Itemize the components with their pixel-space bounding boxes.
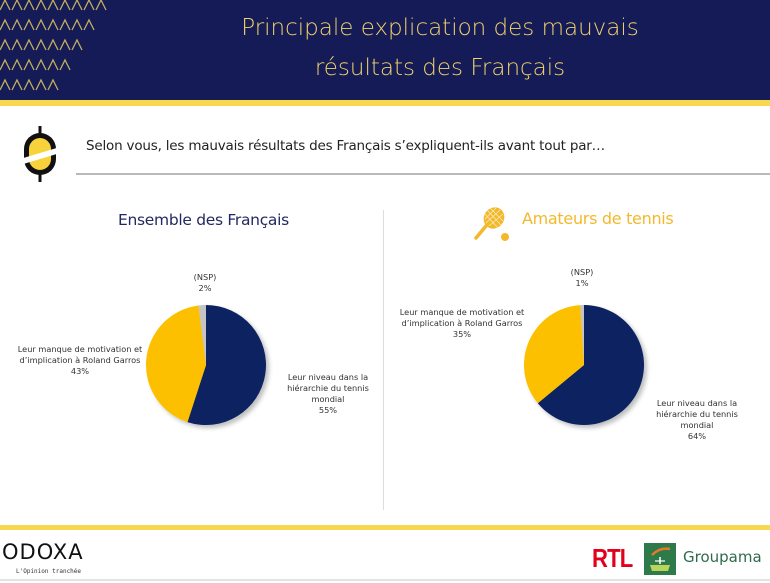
header-banner: Principale explication des mauvais résul… — [0, 0, 770, 100]
groupama-logo-icon — [644, 543, 676, 575]
pie1-label-motivation-line2: d’implication à Roland Garros — [19, 355, 141, 365]
tennis-racket-icon — [474, 207, 509, 241]
pie2-label-niveau-value: 64% — [687, 431, 707, 441]
pie2-label-nsp-text: (NSP) — [570, 267, 594, 277]
pie2-label-nsp: (NSP) 1% — [557, 267, 607, 289]
herringbone-pattern — [0, 0, 107, 91]
page-title-line1: Principale explication des mauvais — [241, 15, 639, 41]
pie2-slice-0 — [537, 305, 644, 425]
pie2-label-niveau-line1: Leur niveau dans la — [656, 398, 738, 408]
pie2-slice-1 — [524, 305, 584, 404]
pie2-label-motivation-value: 35% — [452, 329, 472, 339]
pie2-label-niveau-line2: hiérarchie du tennis — [656, 409, 738, 419]
pie1-label-niveau-value: 55% — [318, 405, 338, 415]
pie1-slice-1 — [146, 305, 206, 423]
page-title-line2: résultats des Français — [314, 55, 566, 81]
page-title: Principale explication des mauvais résul… — [140, 8, 740, 88]
pie1-label-motivation: Leur manque de motivation et d’implicati… — [10, 344, 150, 377]
footer-bottom-rule — [0, 579, 770, 581]
rtl-logo: RTL — [592, 543, 633, 573]
odoxa-tagline: L'Opinion tranchée — [16, 568, 82, 575]
pie-1 — [146, 305, 267, 425]
pie1-label-motivation-line1: Leur manque de motivation et — [17, 344, 143, 354]
pie1-label-niveau-line1: Leur niveau dans la — [287, 372, 369, 382]
pie1-label-niveau: Leur niveau dans la hiérarchie du tennis… — [278, 372, 378, 416]
survey-question: Selon vous, les mauvais résultats des Fr… — [86, 138, 605, 154]
pie1-slice-2 — [198, 305, 206, 365]
pie1-label-nsp: (NSP) 2% — [180, 272, 230, 294]
pie1-label-niveau-line3: mondial — [311, 394, 345, 404]
header-accent-stripe — [0, 100, 770, 106]
question-underline — [76, 173, 770, 175]
pie2-label-nsp-value: 1% — [575, 278, 589, 288]
pie2-label-motivation-line1: Leur manque de motivation et — [399, 307, 525, 317]
pie1-label-niveau-line2: hiérarchie du tennis — [287, 383, 369, 393]
pie1-label-nsp-text: (NSP) — [193, 272, 217, 282]
pie2-label-niveau-line3: mondial — [680, 420, 714, 430]
pie-charts — [146, 305, 644, 425]
odoxa-question-icon — [20, 126, 60, 182]
footer-accent-stripe — [0, 525, 770, 530]
vertical-divider — [383, 210, 384, 510]
chart-title-amateurs: Amateurs de tennis — [522, 209, 674, 228]
pie2-label-motivation-line2: d’implication à Roland Garros — [401, 318, 523, 328]
pie-2 — [524, 305, 644, 425]
pie1-slice-0 — [187, 305, 267, 425]
pie2-label-motivation: Leur manque de motivation et d’implicati… — [392, 307, 532, 340]
odoxa-logo: ODOXA — [2, 540, 84, 564]
pie1-label-nsp-value: 2% — [198, 283, 212, 293]
chart-title-ensemble: Ensemble des Français — [118, 211, 289, 229]
pie2-slice-2 — [580, 305, 584, 365]
pie2-label-niveau: Leur niveau dans la hiérarchie du tennis… — [647, 398, 747, 442]
groupama-logo-text: Groupama — [683, 548, 762, 566]
pie1-label-motivation-value: 43% — [70, 366, 90, 376]
